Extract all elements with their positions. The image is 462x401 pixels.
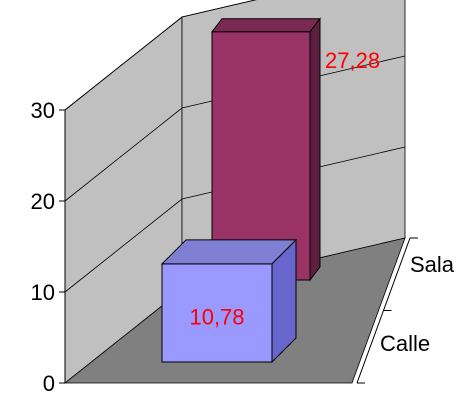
bar-calle-side (271, 238, 297, 364)
y-tick-label: 20 (31, 189, 55, 214)
category-label-sala: Sala (410, 252, 455, 277)
bar-sala-top (210, 18, 322, 33)
y-tick-label: 10 (31, 280, 55, 305)
data-label-calle: 10,78 (189, 305, 244, 330)
data-label-sala: 27,28 (325, 48, 380, 73)
y-tick-label: 0 (43, 371, 55, 396)
gridlines (64, 0, 406, 293)
bars (160, 17, 322, 364)
category-label-calle: Calle (380, 331, 430, 356)
gridline-30 (64, 0, 257, 111)
category-axis: Sala Calle (356, 237, 455, 384)
gridline-10 (64, 146, 406, 293)
y-tick-label: 30 (31, 98, 55, 123)
value-axis: 0 10 20 30 (31, 98, 66, 396)
gridline-20 (64, 55, 406, 202)
bar-sala-side (309, 17, 321, 282)
data-labels: 27,28 10,78 (189, 48, 380, 330)
